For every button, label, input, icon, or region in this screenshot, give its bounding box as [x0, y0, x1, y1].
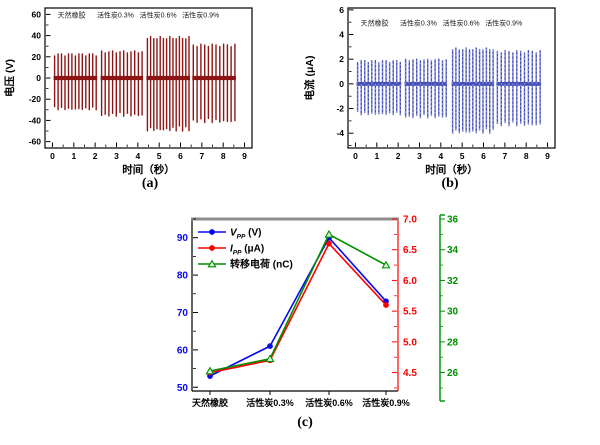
svg-text:IPP (μA): IPP (μA) — [230, 244, 264, 257]
svg-text:天然橡胶: 天然橡胶 — [58, 11, 86, 20]
svg-text:80: 80 — [177, 271, 189, 282]
svg-text:28: 28 — [447, 337, 459, 348]
svg-text:活性炭0.9%: 活性炭0.9% — [362, 397, 410, 408]
svg-text:36: 36 — [447, 215, 459, 226]
svg-text:9: 9 — [242, 151, 247, 161]
svg-text:34: 34 — [447, 245, 459, 256]
svg-text:4.5: 4.5 — [403, 368, 417, 379]
svg-text:3: 3 — [417, 151, 422, 161]
svg-text:9: 9 — [545, 151, 550, 161]
svg-text:6.5: 6.5 — [403, 245, 417, 256]
svg-text:0: 0 — [339, 79, 344, 89]
svg-text:70: 70 — [177, 308, 189, 319]
svg-text:6: 6 — [178, 151, 183, 161]
svg-text:活性炭0.3%: 活性炭0.3% — [246, 397, 294, 408]
panel-b: -4 -2 0 2 4 6 0 1 2 3 4 5 6 7 8 9 天然橡胶 活性炭0.3% 活性炭0.6% 活性炭0… — [300, 0, 600, 205]
svg-text:0: 0 — [36, 73, 41, 83]
svg-text:5: 5 — [460, 151, 465, 161]
svg-text:6: 6 — [481, 151, 486, 161]
svg-text:0: 0 — [50, 151, 55, 161]
svg-text:90: 90 — [177, 233, 189, 244]
svg-text:-4: -4 — [336, 128, 344, 138]
svg-text:-40: -40 — [29, 115, 42, 125]
panel-c-chart: 50 60 70 80 90 4.5 5.0 5.5 6.0 6.5 7.0 26 28 30 32 34 36… — [177, 214, 459, 408]
panel-b-caption: (b) — [441, 176, 459, 191]
svg-text:1: 1 — [374, 151, 379, 161]
panel-a-caption: (a) — [141, 176, 159, 191]
svg-text:时间（秒）: 时间（秒） — [425, 163, 478, 176]
svg-text:4: 4 — [135, 151, 140, 161]
panel-a-chart: -60 -40 -20 0 20 40 60 0 1 2 3 4 5 6 7 8 9 天然橡胶 活性炭0.3% 活性炭… — [3, 7, 253, 176]
svg-text:32: 32 — [447, 276, 459, 287]
svg-text:40: 40 — [32, 31, 42, 41]
svg-text:8: 8 — [524, 151, 529, 161]
svg-text:2: 2 — [396, 151, 401, 161]
svg-text:电流 (μA): 电流 (μA) — [303, 56, 316, 101]
svg-text:7: 7 — [502, 151, 507, 161]
svg-text:3: 3 — [114, 151, 119, 161]
svg-text:7: 7 — [199, 151, 204, 161]
svg-text:6.0: 6.0 — [403, 276, 417, 287]
svg-text:时间（秒）: 时间（秒） — [122, 163, 175, 176]
svg-text:20: 20 — [32, 52, 42, 62]
svg-text:2: 2 — [339, 54, 344, 64]
svg-text:5.5: 5.5 — [403, 307, 417, 318]
svg-text:-20: -20 — [29, 94, 42, 104]
panel-c: 50 60 70 80 90 4.5 5.0 5.5 6.0 6.5 7.0 26 28 30 32 34 36… — [140, 205, 470, 445]
svg-text:2: 2 — [93, 151, 98, 161]
svg-text:天然橡胶: 天然橡胶 — [361, 18, 389, 27]
panel-b-chart: -4 -2 0 2 4 6 0 1 2 3 4 5 6 7 8 9 天然橡胶 活性炭0.3% 活性炭0.6% 活性炭0… — [303, 5, 556, 176]
svg-text:活性炭0.6%: 活性炭0.6% — [140, 11, 177, 20]
svg-text:0: 0 — [353, 151, 358, 161]
svg-text:活性炭0.9%: 活性炭0.9% — [485, 18, 522, 27]
svg-text:VPP (V): VPP (V) — [230, 228, 261, 241]
svg-text:-2: -2 — [336, 104, 344, 114]
panel-c-caption: (c) — [297, 415, 313, 430]
svg-text:活性炭0.3%: 活性炭0.3% — [97, 11, 134, 20]
svg-text:60: 60 — [32, 9, 42, 19]
svg-text:4: 4 — [339, 30, 344, 40]
svg-text:30: 30 — [447, 307, 459, 318]
svg-text:26: 26 — [447, 368, 459, 379]
svg-text:活性炭0.6%: 活性炭0.6% — [443, 18, 480, 27]
panel-a: -60 -40 -20 0 20 40 60 0 1 2 3 4 5 6 7 8 9 天然橡胶 活性炭0.3% 活性炭… — [0, 0, 300, 205]
svg-text:4: 4 — [438, 151, 443, 161]
svg-text:-60: -60 — [29, 137, 42, 147]
svg-text:5.0: 5.0 — [403, 337, 417, 348]
svg-text:60: 60 — [177, 345, 189, 356]
svg-text:活性炭0.6%: 活性炭0.6% — [305, 397, 353, 408]
svg-text:8: 8 — [221, 151, 226, 161]
svg-text:天然橡胶: 天然橡胶 — [192, 397, 228, 408]
svg-text:电压 (V): 电压 (V) — [3, 59, 16, 97]
svg-text:6: 6 — [339, 5, 344, 15]
svg-text:1: 1 — [71, 151, 76, 161]
svg-text:活性炭0.9%: 活性炭0.9% — [182, 11, 219, 20]
svg-text:活性炭0.3%: 活性炭0.3% — [400, 18, 437, 27]
svg-text:50: 50 — [177, 383, 189, 394]
svg-text:7.0: 7.0 — [403, 215, 417, 226]
svg-text:5: 5 — [157, 151, 162, 161]
svg-text:转移电荷 (nC): 转移电荷 (nC) — [230, 258, 293, 271]
